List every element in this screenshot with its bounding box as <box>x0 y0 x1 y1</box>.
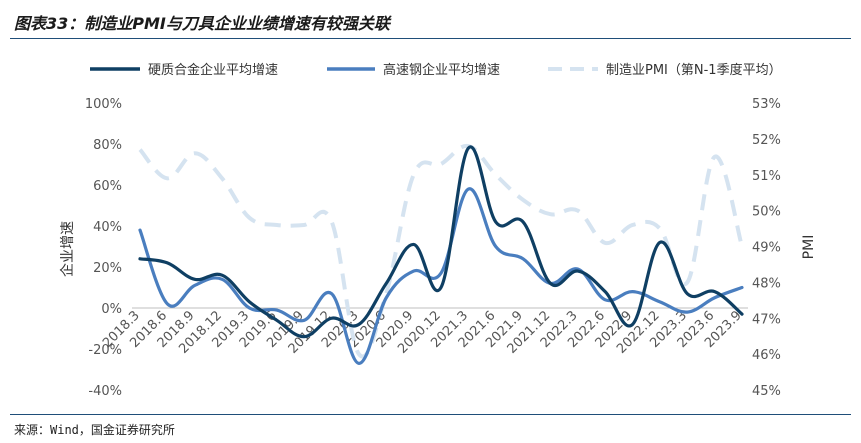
y-tick-left: -20% <box>88 343 122 358</box>
y-tick-left: 20% <box>93 261 122 276</box>
y-tick-left: 100% <box>85 97 122 112</box>
y-axis-label-right: PMI <box>801 235 817 260</box>
y-tick-left: 60% <box>93 179 122 194</box>
y-tick-left: -40% <box>88 384 122 399</box>
legend-label: 硬质合金企业平均增速 <box>148 62 278 78</box>
left-axis: 100% 80% 60% 40% 20% 0% -20% -40% <box>85 97 748 399</box>
y-tick-right: 49% <box>752 241 781 256</box>
y-tick-right: 52% <box>752 133 781 148</box>
chart-svg: 硬质合金企业平均增速 高速钢企业平均增速 制造业PMI（第N-1季度平均） 100%… <box>59 62 817 399</box>
title-rule <box>10 38 851 39</box>
source-rule <box>10 414 851 415</box>
series-line-carbide <box>138 145 744 339</box>
legend: 硬质合金企业平均增速 高速钢企业平均增速 制造业PMI（第N-1季度平均） <box>90 62 782 78</box>
legend-label: 高速钢企业平均增速 <box>383 62 500 78</box>
series-layer <box>138 144 744 365</box>
series-line-hss <box>138 187 744 365</box>
legend-label: 制造业PMI（第N-1季度平均） <box>606 62 782 78</box>
source-note: 来源：Wind，国金证券研究所 <box>14 423 175 437</box>
y-tick-right: 53% <box>752 97 781 112</box>
right-axis: 53% 52% 51% 50% 49% 48% 47% 46% 45% <box>752 97 781 399</box>
x-axis: 2018.32018.62018.92018.122019.32019.6201… <box>100 308 745 357</box>
series-line-pmi <box>138 144 744 359</box>
y-tick-right: 46% <box>752 348 781 363</box>
y-axis-label-left: 企业增速 <box>59 221 76 277</box>
y-tick-left: 0% <box>101 302 122 317</box>
y-tick-right: 50% <box>752 205 781 220</box>
y-tick-right: 51% <box>752 169 781 184</box>
y-tick-left: 80% <box>93 138 122 153</box>
y-tick-right: 47% <box>752 312 781 327</box>
y-tick-right: 45% <box>752 384 781 399</box>
y-tick-right: 48% <box>752 276 781 291</box>
chart-title: 图表33：制造业PMI与刀具企业业绩增速有较强关联 <box>14 14 390 33</box>
y-tick-left: 40% <box>93 220 122 235</box>
